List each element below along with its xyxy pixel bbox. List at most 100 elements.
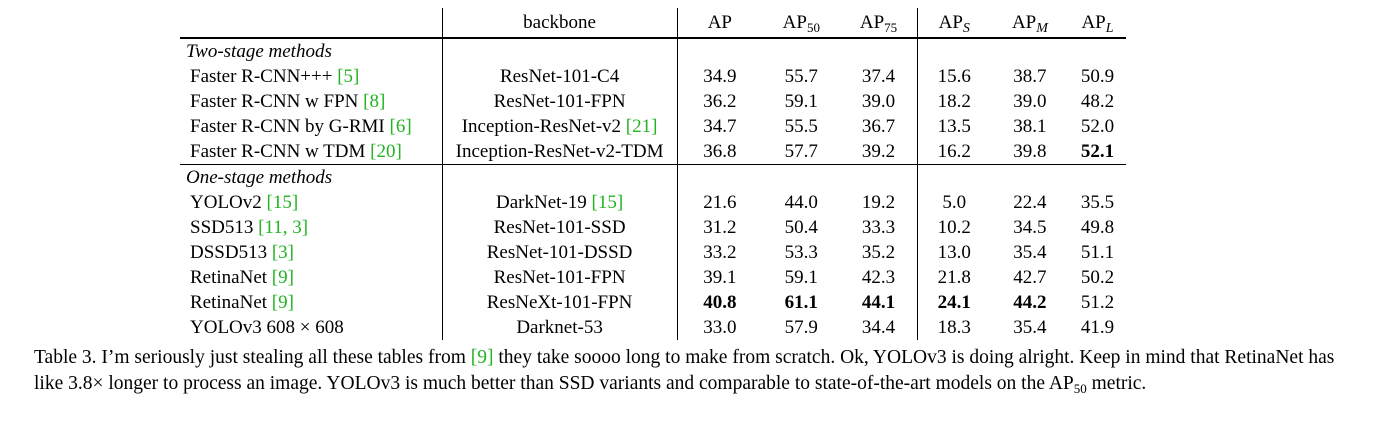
- ap75-cell: 39.0: [840, 89, 918, 114]
- ap-cell: 31.2: [703, 217, 737, 238]
- apm-cell: 34.5: [1013, 217, 1047, 238]
- apm-cell: 38.7: [1013, 66, 1047, 87]
- apl-cell: 52.0: [1080, 116, 1115, 137]
- caption-text: Table 3. I’m seriously just stealing all…: [34, 347, 1335, 396]
- ap75-cell: 39.2: [840, 139, 918, 165]
- header-ap: AP: [677, 8, 763, 39]
- ap-cell: 33.2: [703, 242, 737, 263]
- ap50-cell: 55.7: [784, 66, 818, 87]
- method-cell: RetinaNet [9]: [180, 265, 443, 290]
- aps-cell: 21.8: [937, 267, 971, 288]
- backbone-cell: ResNet-101-DSSD: [442, 240, 678, 265]
- citation-link[interactable]: [9]: [470, 347, 494, 368]
- method-cell: Faster R-CNN w TDM [20]: [180, 139, 443, 165]
- apm-cell: 39.8: [990, 139, 1069, 165]
- backbone-cell: Inception-ResNet-v2 [21]: [442, 114, 678, 139]
- citation-link[interactable]: [15]: [591, 192, 624, 213]
- header-aps: APS: [917, 8, 991, 39]
- ap75-cell-best: 44.1: [840, 290, 918, 315]
- apl-cell: 51.2: [1080, 292, 1115, 313]
- backbone-cell: ResNeXt-101-FPN: [442, 290, 678, 315]
- ap-cell: 33.0: [703, 317, 737, 338]
- table-row: DSSD513 [3] ResNet-101-DSSD 33.2 53.3 35…: [180, 240, 1126, 265]
- citation-link[interactable]: [20]: [370, 141, 402, 162]
- ap-cell: 36.8: [677, 139, 763, 165]
- method-cell: YOLOv2 [15]: [180, 190, 443, 215]
- results-table: backbone AP AP50 AP75 APS APM APL Two-st…: [180, 8, 1126, 340]
- apl-cell: 35.5: [1080, 192, 1115, 213]
- table-row: YOLOv2 [15] DarkNet-19 [15] 21.6 44.0 19…: [180, 190, 1126, 215]
- aps-cell: 5.0: [942, 192, 967, 213]
- method-cell: Faster R-CNN by G-RMI [6]: [180, 114, 443, 139]
- apm-cell: 39.0: [1013, 91, 1047, 112]
- ap50-cell: 44.0: [784, 192, 818, 213]
- apm-cell: 35.4: [1013, 242, 1047, 263]
- citation-link[interactable]: [15]: [266, 192, 299, 213]
- ap50-cell: 55.5: [784, 116, 818, 137]
- table-row: Faster R-CNN w FPN [8] ResNet-101-FPN 36…: [180, 89, 1126, 114]
- ap75-cell: 35.2: [840, 240, 918, 265]
- method-cell: Faster R-CNN w FPN [8]: [180, 89, 443, 114]
- ap75-cell: 33.3: [840, 215, 918, 240]
- apl-cell: 48.2: [1080, 91, 1115, 112]
- aps-cell: 10.2: [937, 217, 971, 238]
- ap-cell: 39.1: [703, 267, 737, 288]
- ap75-cell: 36.7: [840, 114, 918, 139]
- header-ap50: AP50: [762, 8, 841, 39]
- ap50-cell: 53.3: [784, 242, 818, 263]
- apl-cell: 41.9: [1080, 317, 1115, 338]
- ap75-cell: 19.2: [840, 190, 918, 215]
- ap-cell: 34.7: [703, 116, 737, 137]
- section-title: Two-stage methods: [180, 38, 443, 64]
- table-row: Faster R-CNN+++ [5] ResNet-101-C4 34.9 5…: [180, 64, 1126, 89]
- backbone-cell: Darknet-53: [442, 315, 678, 340]
- apm-cell: 22.4: [1013, 192, 1047, 213]
- citation-link[interactable]: [21]: [625, 116, 658, 137]
- table-row: RetinaNet [9] ResNeXt-101-FPN 40.8 61.1 …: [180, 290, 1126, 315]
- table-header-row: backbone AP AP50 AP75 APS APM APL: [180, 8, 1126, 39]
- section-title: One-stage methods: [180, 164, 443, 190]
- citation-link[interactable]: [5]: [337, 66, 360, 87]
- ap75-cell: 34.4: [840, 315, 918, 340]
- apl-cell: 50.2: [1080, 267, 1115, 288]
- backbone-cell: Inception-ResNet-v2-TDM: [442, 139, 678, 165]
- header-ap75: AP75: [840, 8, 918, 39]
- method-cell: YOLOv3 608 × 608: [180, 315, 443, 340]
- method-cell: Faster R-CNN+++ [5]: [180, 64, 443, 89]
- apl-cell: 49.8: [1080, 217, 1115, 238]
- ap50-cell: 59.1: [784, 91, 818, 112]
- apm-cell: 35.4: [1013, 317, 1047, 338]
- ap50-cell: 50.4: [784, 217, 818, 238]
- ap-cell: 34.9: [703, 66, 737, 87]
- citation-link[interactable]: [9]: [271, 292, 294, 313]
- backbone-cell: ResNet-101-C4: [442, 64, 678, 89]
- citation-link[interactable]: [3]: [271, 242, 294, 263]
- method-cell: DSSD513 [3]: [180, 240, 443, 265]
- table-caption: Table 3. I’m seriously just stealing all…: [34, 345, 1344, 397]
- section-title-row: One-stage methods: [180, 164, 1126, 190]
- aps-cell: 18.3: [937, 317, 971, 338]
- aps-cell: 15.6: [937, 66, 971, 87]
- ap-cell: 36.2: [703, 91, 737, 112]
- section-title-row: Two-stage methods: [180, 38, 1126, 64]
- ap50-cell: 57.7: [762, 139, 841, 165]
- backbone-cell: DarkNet-19 [15]: [442, 190, 678, 215]
- apl-cell: 51.1: [1080, 242, 1115, 263]
- aps-cell: 13.0: [937, 242, 971, 263]
- citation-link[interactable]: [6]: [389, 116, 412, 137]
- table-row: Faster R-CNN by G-RMI [6] Inception-ResN…: [180, 114, 1126, 139]
- table-row: RetinaNet [9] ResNet-101-FPN 39.1 59.1 4…: [180, 265, 1126, 290]
- header-apm: APM: [990, 8, 1069, 39]
- apl-cell: 50.9: [1080, 66, 1115, 87]
- results-table-container: backbone AP AP50 AP75 APS APM APL Two-st…: [180, 8, 1126, 340]
- citation-link[interactable]: [8]: [363, 91, 386, 112]
- header-backbone: backbone: [442, 8, 678, 39]
- apm-cell: 42.7: [1013, 267, 1047, 288]
- aps-cell: 18.2: [937, 91, 971, 112]
- citation-link[interactable]: [9]: [271, 267, 294, 288]
- ap75-cell: 37.4: [840, 64, 918, 89]
- citation-link[interactable]: [11, 3]: [258, 217, 309, 238]
- table-row: YOLOv3 608 × 608 Darknet-53 33.0 57.9 34…: [180, 315, 1126, 340]
- ap-cell: 21.6: [703, 192, 737, 213]
- ap75-cell: 42.3: [840, 265, 918, 290]
